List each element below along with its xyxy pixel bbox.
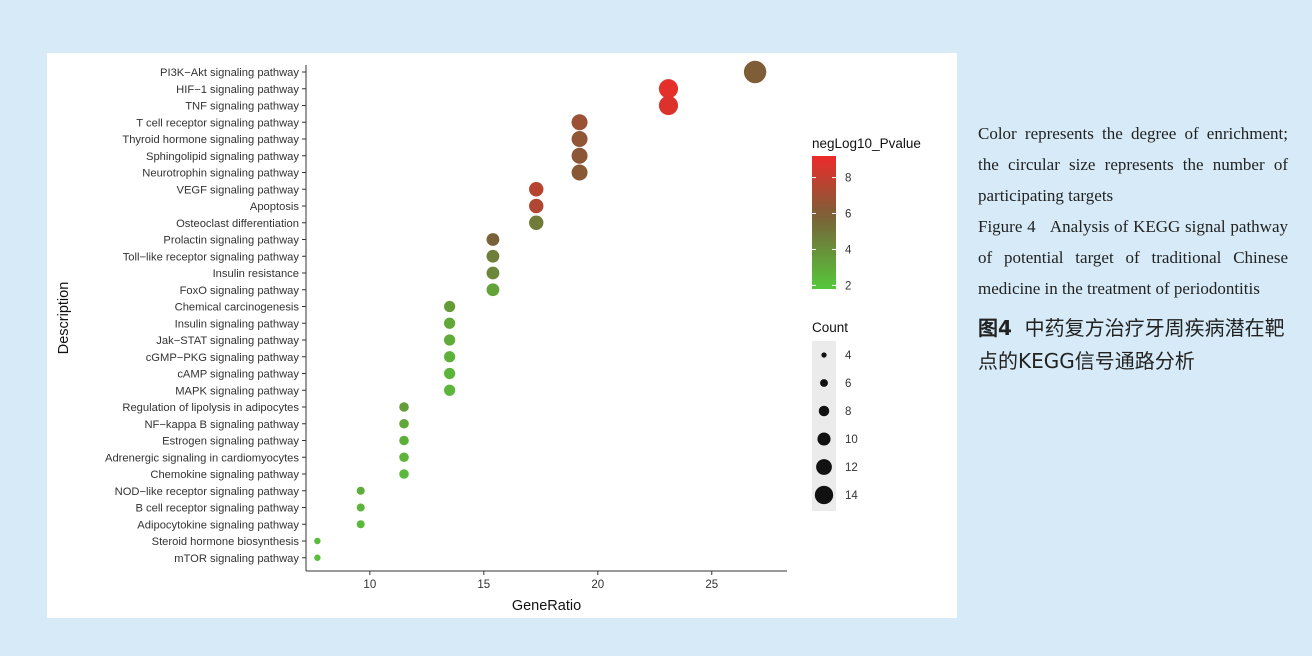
y-tick-label: B cell receptor signaling pathway xyxy=(135,503,299,515)
data-point xyxy=(356,486,365,495)
caption-description: Color represents the degree of en­richme… xyxy=(978,124,1288,205)
y-tick-label: Steroid hormone biosynthesis xyxy=(152,536,300,548)
size-legend-dot xyxy=(816,459,832,475)
data-point xyxy=(571,131,588,147)
color-legend-bar xyxy=(812,156,836,289)
data-point xyxy=(444,317,456,329)
data-point xyxy=(399,469,409,479)
size-legend-dot xyxy=(814,485,834,505)
y-tick-label: Regulation of lipolysis in adipocytes xyxy=(122,402,299,414)
size-legend-dot xyxy=(820,379,828,387)
data-point xyxy=(486,283,500,297)
data-point xyxy=(658,79,679,99)
x-axis-title: GeneRatio xyxy=(512,598,581,614)
data-point xyxy=(356,520,365,529)
data-point xyxy=(444,351,456,363)
y-tick-label: Chemokine signaling pathway xyxy=(150,469,299,481)
y-tick-label: NOD−like receptor signaling pathway xyxy=(115,486,300,498)
y-tick-label: Jak−STAT signaling pathway xyxy=(156,335,299,347)
data-point xyxy=(658,95,679,116)
caption-figure-label: Figure 4 xyxy=(978,217,1036,236)
y-tick-label: cAMP signaling pathway xyxy=(177,369,299,381)
y-tick-label: Apoptosis xyxy=(250,201,300,213)
data-point xyxy=(486,249,500,263)
y-tick-label: Thyroid hormone signaling pathway xyxy=(122,134,299,146)
y-tick-label: Insulin signaling pathway xyxy=(175,318,300,330)
data-point xyxy=(314,554,321,561)
figure-panel: PI3K−Akt signaling pathway HIF−1 signalin… xyxy=(47,53,957,618)
y-tick-label: Sphingolipid signaling pathway xyxy=(146,151,299,163)
caption-cn-figure-label: 图4 xyxy=(978,316,1012,340)
color-legend-title: negLog10_Pvalue xyxy=(812,136,921,151)
figure-caption: Color represents the degree of en­richme… xyxy=(978,118,1288,378)
size-legend-label: 14 xyxy=(845,490,858,502)
data-point xyxy=(444,384,456,396)
color-legend-label: 8 xyxy=(845,173,851,185)
y-tick-label: T cell receptor signaling pathway xyxy=(136,117,299,129)
size-legend-label: 4 xyxy=(845,350,852,362)
data-point xyxy=(399,435,409,446)
y-tick-label: mTOR signaling pathway xyxy=(174,553,299,565)
y-tick-label: VEGF signaling pathway xyxy=(176,184,299,196)
data-point xyxy=(529,198,544,214)
size-legend-label: 8 xyxy=(845,406,851,418)
data-point xyxy=(399,418,409,429)
y-tick-label: HIF−1 signaling pathway xyxy=(176,84,299,96)
y-tick-label: Toll−like receptor signaling pathway xyxy=(123,251,300,263)
y-tick-label: Prolactin signaling pathway xyxy=(163,235,299,247)
y-axis-title: Description xyxy=(56,282,72,355)
y-tick-label: Insulin resistance xyxy=(213,268,299,280)
data-point xyxy=(444,300,456,313)
size-legend-label: 12 xyxy=(845,462,858,474)
x-tick-label: 20 xyxy=(591,579,604,591)
data-point xyxy=(486,266,500,280)
size-legend-dot xyxy=(821,352,827,358)
size-legend-title: Count xyxy=(812,320,848,335)
y-tick-label: FoxO signaling pathway xyxy=(180,285,300,297)
y-tick-label: MAPK signaling pathway xyxy=(175,385,299,397)
y-tick-label: Adipocytokine signaling pathway xyxy=(137,519,299,531)
y-tick-label: Estrogen signaling pathway xyxy=(162,436,299,448)
data-point xyxy=(571,114,588,131)
caption-cn-figure-title: 中药复方治疗牙周疾病潜在靶点的KEGG信号通路分析 xyxy=(978,316,1285,373)
data-point xyxy=(571,147,588,164)
data-point xyxy=(356,503,365,512)
y-tick-label: Neurotrophin signaling pathway xyxy=(142,168,299,180)
y-tick-label: NF−kappa B signaling pathway xyxy=(144,419,299,431)
y-tick-label: Osteoclast differentiation xyxy=(176,218,299,230)
data-point xyxy=(743,60,767,84)
data-point xyxy=(571,164,588,181)
x-tick-label: 25 xyxy=(705,579,718,591)
data-point xyxy=(314,537,321,545)
data-point xyxy=(399,452,409,463)
data-point xyxy=(486,233,500,246)
color-legend-label: 2 xyxy=(845,280,851,292)
x-tick-label: 15 xyxy=(477,579,490,591)
data-point xyxy=(444,334,456,346)
data-point xyxy=(529,215,544,230)
y-tick-label: TNF signaling pathway xyxy=(185,101,299,113)
size-legend-label: 6 xyxy=(845,378,851,390)
y-tick-label: Chemical carcinogenesis xyxy=(175,302,300,314)
caption-figure-title: Analysis of KEGG signal pathway of poten… xyxy=(978,217,1288,298)
data-point xyxy=(399,402,409,412)
color-legend-label: 4 xyxy=(845,244,852,256)
data-point xyxy=(444,367,456,380)
y-tick-label: Adrenergic signaling in cardiomyocytes xyxy=(105,452,299,464)
size-legend-label: 10 xyxy=(845,434,858,446)
size-legend-key xyxy=(812,341,836,511)
x-tick-label: 10 xyxy=(363,579,376,591)
data-point xyxy=(529,182,544,197)
size-legend-dot xyxy=(818,405,830,417)
y-tick-label: PI3K−Akt signaling pathway xyxy=(160,67,299,79)
color-legend-label: 6 xyxy=(845,209,851,221)
y-tick-label: cGMP−PKG signaling pathway xyxy=(146,352,300,364)
size-legend-dot xyxy=(817,432,831,446)
kegg-dot-plot: PI3K−Akt signaling pathway HIF−1 signalin… xyxy=(56,60,921,614)
